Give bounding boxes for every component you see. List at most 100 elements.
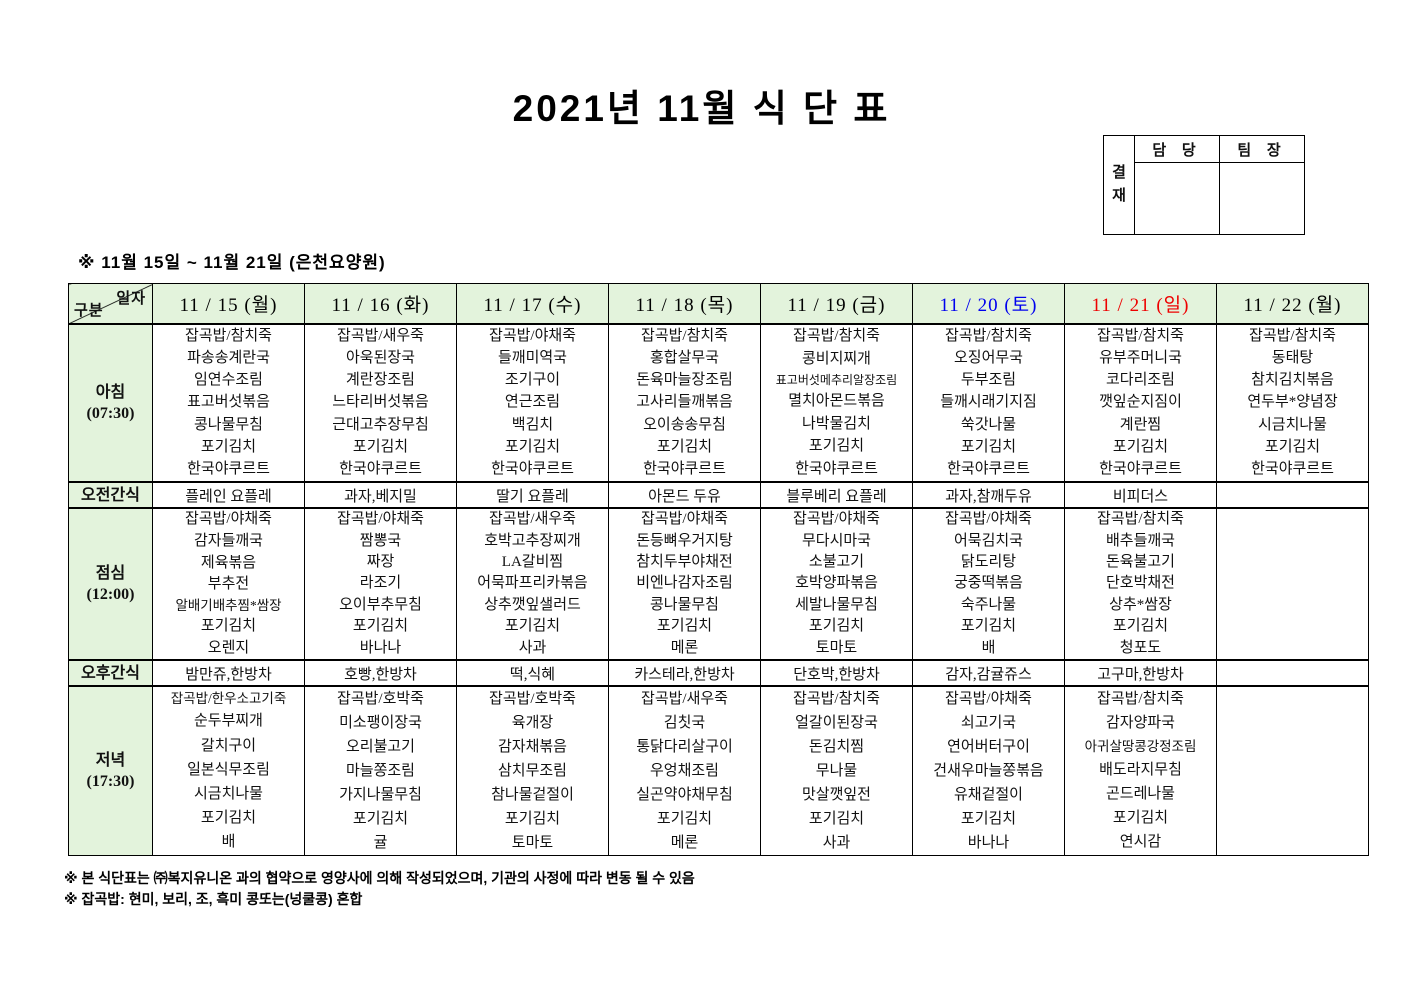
menu-item: 느타리버섯볶음 xyxy=(332,394,429,411)
menu-item: 배 xyxy=(981,639,996,656)
menu-cell-am-snack-11-17: 딸기 요플레 xyxy=(456,481,609,509)
menu-item: 동태탕 xyxy=(1271,349,1314,366)
menu-item: 포기김치 xyxy=(352,618,409,635)
menu-item: 어묵김치국 xyxy=(953,532,1023,549)
menu-cell-breakfast-11-21: 잡곡밥/참치죽 유부주머니국 코다리조림 깻잎순지짐이 계란찜 포기김치 한국야쿠르트 xyxy=(1064,323,1217,483)
menu-cell-am-snack-11-19: 블루베리 요플레 xyxy=(760,481,913,509)
menu-item: 가지나물무침 xyxy=(339,786,422,803)
column-header-11-22: 11 / 22 (월) xyxy=(1216,283,1369,325)
menu-item: 참나물겉절이 xyxy=(491,786,574,803)
menu-cell-breakfast-11-19: 잡곡밥/참치죽 콩비지찌개 표고버섯메추리알장조림 멸치아몬드볶음 나박물김치 포기김치 한… xyxy=(760,323,913,483)
menu-item: 잡곡밥/한우소고기죽 xyxy=(170,690,287,706)
menu-item: 귤 xyxy=(373,834,388,851)
approval-box: 결재 담 당 팀 장 xyxy=(1103,134,1305,235)
menu-item: 포기김치 xyxy=(504,618,561,635)
menu-item: 부추전 xyxy=(207,576,250,593)
menu-item: 얼갈이된장국 xyxy=(795,714,878,731)
menu-item: 유채겉절이 xyxy=(953,786,1023,803)
menu-item: 포기김치 xyxy=(960,439,1017,456)
menu-item: 잡곡밥/참치죽 xyxy=(1249,327,1336,344)
menu-item: 단호박채전 xyxy=(1105,575,1175,592)
menu-item: 시금치나물 xyxy=(193,785,263,802)
footnotes: ※ 본 식단표는 ㈜복지유니온 과의 협약으로 영양사에 의해 작성되었으며, … xyxy=(64,868,695,910)
approval-signature-cell xyxy=(1134,162,1220,235)
corner-label-category: 구분 xyxy=(74,303,104,319)
menu-item: 마늘쫑조림 xyxy=(345,762,415,779)
menu-cell-pm-snack-11-19: 단호박,한방차 xyxy=(760,659,913,687)
column-header-11-17: 11 / 17 (수) xyxy=(456,283,609,325)
menu-cell-am-snack-11-15: 플레인 요플레 xyxy=(152,481,305,509)
menu-item: 한국야쿠르트 xyxy=(491,461,574,478)
menu-item: 돈등뼈우거지탕 xyxy=(636,532,733,549)
row-label-dinner: 저녁 (17:30) xyxy=(68,685,153,856)
page-title: 2021년 11월 식 단 표 xyxy=(512,88,891,129)
menu-item: 한국야쿠르트 xyxy=(1251,461,1334,478)
menu-cell-dinner-11-17: 잡곡밥/호박죽 육개장 감자채볶음 삼치무조림 참나물겉절이 포기김치 토마토 xyxy=(456,685,609,856)
menu-item: 잡곡밥/참치죽 xyxy=(185,327,272,344)
menu-item: 연어버터구이 xyxy=(947,738,1030,755)
column-header-11-20: 11 / 20 (토) xyxy=(912,283,1065,325)
menu-item: 두부조림 xyxy=(960,372,1017,389)
menu-cell-breakfast-11-16: 잡곡밥/새우죽 아욱된장국 계란장조림 느타리버섯볶음 근대고추장무침 포기김치 한국야쿠르… xyxy=(304,323,457,483)
menu-item: 통닭다리살구이 xyxy=(636,738,733,755)
menu-item: 우엉채조림 xyxy=(649,762,719,779)
menu-item: 제육볶음 xyxy=(200,554,257,571)
menu-item: 잡곡밥/참치죽 xyxy=(1097,511,1184,528)
menu-item: 실곤약야채무침 xyxy=(636,786,733,803)
menu-item: 포기김치 xyxy=(1112,618,1169,635)
date-range-subtitle: ※ 11월 15일 ~ 11월 21일 (은천요양원) xyxy=(78,253,386,272)
menu-item: 오리불고기 xyxy=(345,738,415,755)
menu-cell-pm-snack-11-20: 감자,감귤쥬스 xyxy=(912,659,1065,687)
menu-item: 잡곡밥/참치죽 xyxy=(793,327,880,344)
menu-item: 아귀살땅콩강정조림 xyxy=(1084,739,1197,754)
menu-item: 라조기 xyxy=(359,575,402,592)
menu-cell-lunch-11-22 xyxy=(1216,507,1369,661)
menu-item: 시금치나물 xyxy=(1257,416,1327,433)
menu-cell-breakfast-11-18: 잡곡밥/참치죽 홍합살무국 돈육마늘장조림 고사리들깨볶음 오이송송무침 포기김치 한국야쿠… xyxy=(608,323,761,483)
menu-cell-dinner-11-19: 잡곡밥/참치죽 얼갈이된장국 돈김치찜 무나물 맛살깻잎전 포기김치 사과 xyxy=(760,685,913,856)
menu-item: 포기김치 xyxy=(352,810,409,827)
menu-item: 포기김치 xyxy=(808,438,865,455)
menu-item: 갈치구이 xyxy=(200,737,257,754)
menu-item: 포기김치 xyxy=(504,810,561,827)
menu-item: 사과 xyxy=(822,834,851,851)
menu-item: 감자들깨국 xyxy=(193,532,263,549)
menu-item: 오징어무국 xyxy=(953,349,1023,366)
menu-item: 포기김치 xyxy=(960,810,1017,827)
menu-cell-lunch-11-16: 잡곡밥/야채죽 짬뽕국 짜장 라조기 오이부추무침 포기김치 바나나 xyxy=(304,507,457,661)
menu-cell-breakfast-11-17: 잡곡밥/야채죽 들깨미역국 조기구이 연근조림 백김치 포기김치 한국야쿠르트 xyxy=(456,323,609,483)
menu-cell-pm-snack-11-21: 고구마,한방차 xyxy=(1064,659,1217,687)
menu-item: 배추들깨국 xyxy=(1105,532,1175,549)
menu-cell-dinner-11-15: 잡곡밥/한우소고기죽 순두부찌개 갈치구이 일본식무조림 시금치나물 포기김치 배 xyxy=(152,685,305,856)
menu-item: 육개장 xyxy=(511,714,554,731)
menu-item: 포기김치 xyxy=(808,810,865,827)
menu-item: 포기김치 xyxy=(1112,439,1169,456)
menu-item: 세발나물무침 xyxy=(795,596,878,613)
menu-item: 호박고추장찌개 xyxy=(484,532,581,549)
menu-head: 일자 구분 11 / 15 (월) 11 / 16 (화) 11 / 17 (수) 11 … xyxy=(68,283,1369,325)
menu-cell-dinner-11-22 xyxy=(1216,685,1369,856)
menu-item: 잡곡밥/참치죽 xyxy=(641,327,728,344)
menu-item: 멸치아몬드볶음 xyxy=(788,392,885,409)
menu-item: 계란찜 xyxy=(1119,416,1162,433)
menu-cell-pm-snack-11-17: 떡,식혜 xyxy=(456,659,609,687)
column-header-11-19: 11 / 19 (금) xyxy=(760,283,913,325)
corner-label-date: 일자 xyxy=(116,291,146,307)
menu-item: 포기김치 xyxy=(1112,810,1169,827)
menu-item: 나박물김치 xyxy=(801,415,871,432)
menu-item: 표고버섯볶음 xyxy=(187,394,270,411)
menu-item: 바나나 xyxy=(359,639,402,656)
menu-item: 아욱된장국 xyxy=(345,349,415,366)
menu-item: 오이송송무침 xyxy=(643,416,726,433)
column-header-11-18: 11 / 18 (목) xyxy=(608,283,761,325)
menu-item: 순두부찌개 xyxy=(193,713,263,730)
menu-item: 계란장조림 xyxy=(345,372,415,389)
menu-item: 궁중떡볶음 xyxy=(953,575,1023,592)
menu-item: 호박양파볶음 xyxy=(795,575,878,592)
menu-item: 배 xyxy=(221,834,236,851)
menu-cell-pm-snack-11-15: 밤만쥬,한방차 xyxy=(152,659,305,687)
approval-col-timjang: 팀 장 xyxy=(1219,134,1305,164)
menu-item: 감자채볶음 xyxy=(497,738,567,755)
menu-item: 미소팽이장국 xyxy=(339,714,422,731)
menu-item: 소불고기 xyxy=(808,554,865,571)
